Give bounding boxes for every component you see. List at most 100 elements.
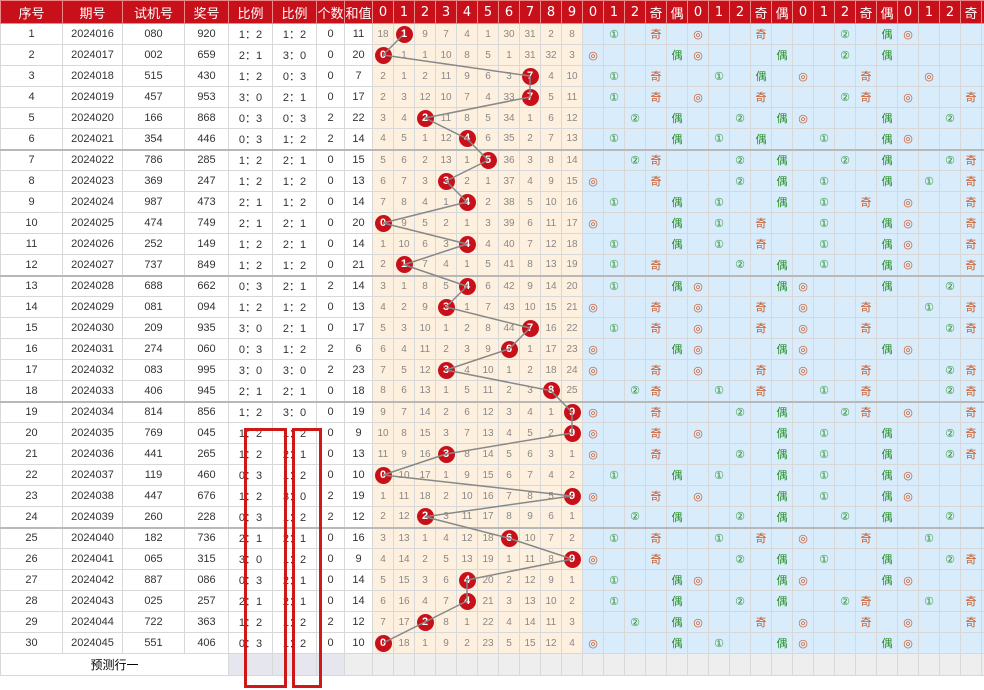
group-cell (855, 338, 877, 360)
prediction-cell[interactable] (228, 653, 273, 676)
group-cell (897, 170, 919, 192)
group-cell (603, 611, 625, 633)
group-cell: ① (603, 464, 625, 486)
prediction-cell[interactable] (435, 653, 457, 676)
prediction-cell[interactable] (344, 653, 373, 676)
prediction-cell[interactable] (792, 653, 814, 676)
group-cell (834, 526, 856, 549)
group-cell: 偶 (771, 548, 793, 570)
group-cell (687, 191, 709, 213)
ball-9: 9 (563, 550, 581, 568)
miss-cell: 1 (414, 128, 436, 150)
sum-cell: 21 (344, 254, 373, 276)
prediction-cell[interactable] (960, 653, 982, 676)
group-cell: 偶 (771, 422, 793, 444)
group-cell (687, 233, 709, 255)
miss-cell: 14 (477, 443, 499, 465)
group-cell: 奇 (960, 359, 982, 381)
prediction-cell[interactable] (918, 653, 940, 676)
prediction-cell[interactable] (582, 653, 604, 676)
prediction-cell[interactable] (666, 653, 688, 676)
seq-cell: 21 (0, 443, 63, 465)
prediction-cell[interactable] (834, 653, 856, 676)
issue-cell: 2024031 (62, 338, 123, 360)
prediction-cell[interactable] (981, 653, 984, 676)
group-cell: 奇 (960, 422, 982, 444)
header-group-0-3: 奇 (645, 0, 667, 24)
miss-cell: 8 (456, 107, 478, 129)
prediction-cell[interactable] (876, 653, 898, 676)
group-cell (792, 548, 814, 570)
prediction-cell[interactable] (561, 653, 583, 676)
group-cell: 偶 (666, 128, 688, 150)
prediction-cell[interactable] (855, 653, 877, 676)
miss-cell: 3 (498, 590, 520, 612)
miss-cell: 3 (372, 107, 394, 129)
prediction-cell[interactable] (813, 653, 835, 676)
group-cell (918, 569, 940, 591)
prediction-cell[interactable] (477, 653, 499, 676)
ratio-cell: 1：2 (272, 191, 317, 213)
prediction-cell[interactable] (645, 653, 667, 676)
trial-cell: 786 (122, 148, 185, 171)
count-cell: 0 (316, 44, 345, 66)
miss-cell: 22 (561, 317, 583, 339)
group-cell (603, 485, 625, 507)
prediction-row-label: 预测行一 (0, 653, 229, 676)
group-cell: ① (708, 233, 730, 255)
prediction-cell[interactable] (414, 653, 436, 676)
group-cell (855, 170, 877, 192)
hit-ball: 4 (456, 569, 478, 591)
header-ratio-2: 比例 (272, 0, 317, 24)
miss-cell: 4 (477, 86, 499, 108)
prediction-cell[interactable] (603, 653, 625, 676)
prediction-cell[interactable] (687, 653, 709, 676)
group-cell (666, 296, 688, 318)
prediction-cell[interactable] (372, 653, 394, 676)
prediction-cell[interactable] (498, 653, 520, 676)
prediction-cell[interactable] (729, 653, 751, 676)
ball-7: 7 (521, 67, 539, 85)
prediction-cell[interactable] (540, 653, 562, 676)
miss-cell: 4 (498, 422, 520, 444)
miss-cell: 10 (435, 86, 457, 108)
group-cell: ② (939, 548, 961, 570)
group-cell (918, 611, 940, 633)
group-cell (582, 233, 604, 255)
count-cell: 0 (316, 23, 345, 45)
prediction-cell[interactable] (708, 653, 730, 676)
group-cell (645, 212, 667, 234)
group-cell (750, 44, 772, 66)
header-group-1-2: 2 (729, 0, 751, 24)
prediction-cell[interactable] (771, 653, 793, 676)
miss-cell: 20 (477, 569, 499, 591)
miss-cell: 18 (540, 359, 562, 381)
prediction-cell[interactable] (750, 653, 772, 676)
sum-cell: 20 (344, 212, 373, 234)
group-cell: ② (834, 86, 856, 108)
prediction-cell[interactable] (316, 653, 345, 676)
prediction-cell[interactable] (624, 653, 646, 676)
prediction-cell[interactable] (897, 653, 919, 676)
group-cell: 偶 (876, 569, 898, 591)
group-cell (897, 506, 919, 528)
issue-cell: 2024045 (62, 632, 123, 654)
prediction-cell[interactable] (456, 653, 478, 676)
group-cell (708, 317, 730, 339)
group-cell (813, 611, 835, 633)
miss-cell: 12 (477, 400, 499, 423)
header-group-2-0: 0 (792, 0, 814, 24)
group-cell (687, 464, 709, 486)
prediction-cell[interactable] (939, 653, 961, 676)
prediction-cell[interactable] (519, 653, 541, 676)
group-cell (645, 338, 667, 360)
hit-ball: 3 (435, 296, 457, 318)
group-cell (603, 506, 625, 528)
seq-cell: 17 (0, 359, 63, 381)
prediction-cell[interactable] (393, 653, 415, 676)
miss-cell: 10 (414, 317, 436, 339)
miss-cell: 1 (498, 44, 520, 66)
group-cell (603, 632, 625, 654)
issue-cell: 2024024 (62, 191, 123, 213)
group-cell: ② (939, 107, 961, 129)
